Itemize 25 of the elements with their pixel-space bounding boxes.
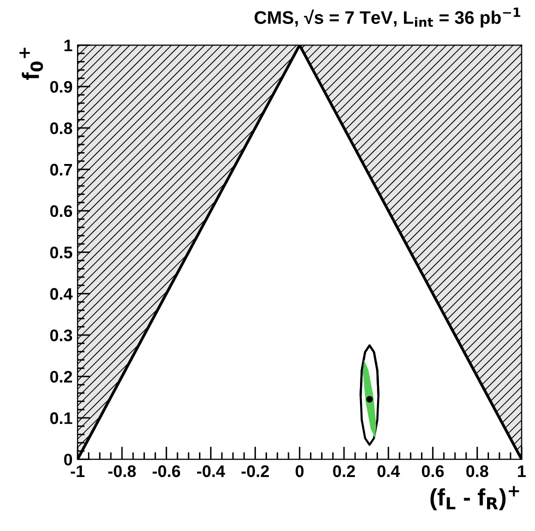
x-tick-label: -0.6 — [152, 465, 180, 478]
x-tick-label: 0.4 — [377, 465, 400, 478]
y-tick-label: 0.6 — [50, 205, 72, 218]
y-tick-label: 0.7 — [50, 164, 72, 176]
x-tick-label: 1 — [518, 465, 526, 477]
x-tick-label: -0.4 — [197, 465, 226, 478]
y-tick-label: 0 — [64, 454, 72, 466]
x-tick-label: 0.2 — [333, 465, 355, 478]
y-tick-label: 0.4 — [50, 288, 73, 300]
x-tick-label: 0.6 — [422, 465, 444, 478]
chart-title: CMS, √s = 7 TeV, L$_{int}$ = 36 pb$^{−1}$ — [254, 8, 520, 28]
x-axis-title: (f$_{L}$ - f$_{R}$)$^{+}$ — [430, 486, 520, 510]
x-tick-label: 0.8 — [466, 465, 488, 478]
y-tick-label: 0.1 — [50, 412, 72, 424]
y-tick-label: 1 — [64, 40, 72, 52]
y-tick-label: 0.8 — [50, 122, 72, 134]
y-tick-label: 0.2 — [50, 370, 72, 383]
x-tick-label: -1 — [70, 465, 85, 477]
y-tick-label: 0.9 — [50, 80, 72, 93]
y-tick-label: 0.3 — [50, 329, 72, 342]
y-axis-title: f$_{0}$$^{+}$ — [19, 48, 44, 80]
x-tick-label: 0 — [296, 465, 304, 478]
y-tick-label: 0.5 — [50, 246, 72, 258]
x-tick-label: -0.2 — [241, 465, 269, 478]
x-tick-label: -0.8 — [108, 465, 136, 478]
